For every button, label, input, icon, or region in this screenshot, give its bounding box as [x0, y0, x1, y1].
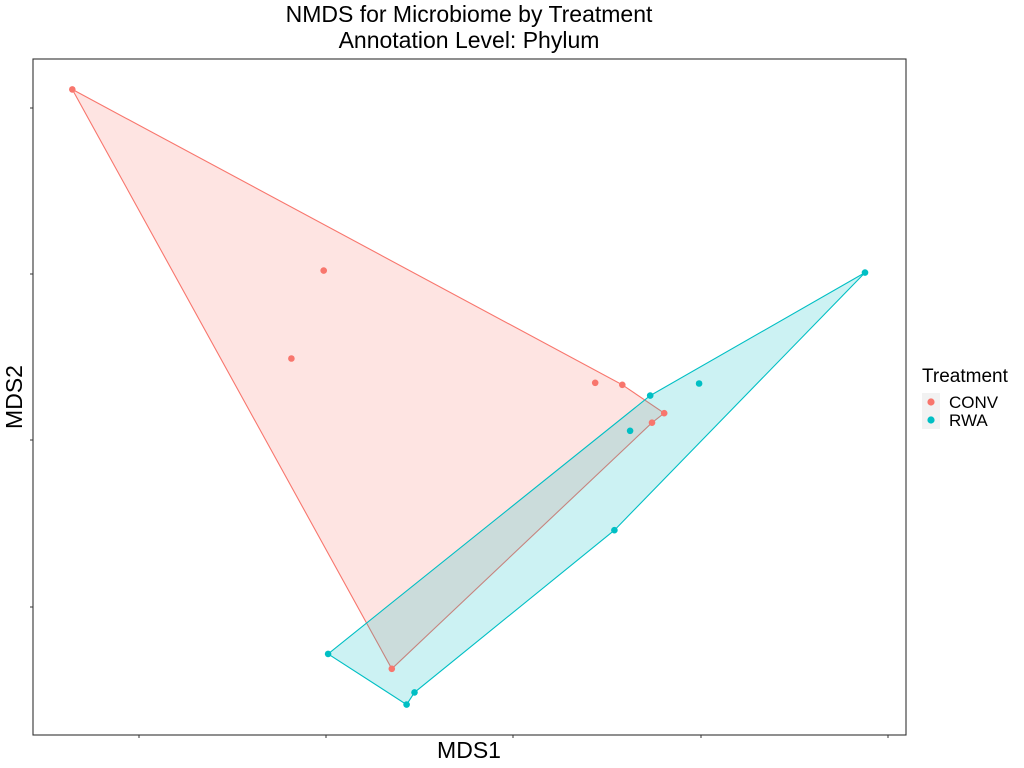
- point-conv-6: [660, 409, 668, 417]
- point-rwa-1: [861, 269, 869, 276]
- hull-layer: [70, 88, 866, 706]
- point-layer: [69, 86, 869, 708]
- point-rwa-3: [646, 392, 654, 399]
- chart-title: NMDS for Microbiome by Treatment: [286, 1, 653, 27]
- legend-key-conv: [927, 398, 935, 406]
- x-axis-title: MDS1: [437, 737, 501, 763]
- legend-title: Treatment: [922, 366, 1009, 387]
- point-conv-5: [619, 381, 626, 389]
- plot-panel-border: [32, 58, 907, 736]
- legend: Treatment CONV RWA: [922, 366, 1009, 430]
- y-axis-title: MDS2: [1, 365, 27, 429]
- point-conv-3: [288, 355, 295, 362]
- point-rwa-6: [324, 650, 332, 658]
- point-rwa-8: [403, 701, 410, 708]
- axis-ticks: [30, 107, 889, 738]
- point-rwa-5: [611, 526, 618, 534]
- legend-label-conv: CONV: [949, 393, 999, 412]
- chart-subtitle: Annotation Level: Phylum: [339, 27, 600, 53]
- point-rwa-7: [411, 689, 418, 696]
- point-rwa-2: [695, 380, 703, 387]
- point-conv-1: [69, 86, 76, 93]
- point-rwa-4: [626, 427, 634, 435]
- hull-conv: [70, 88, 666, 670]
- point-conv-4: [591, 379, 599, 387]
- legend-label-rwa: RWA: [949, 411, 988, 430]
- point-conv-2: [320, 267, 328, 274]
- legend-key-rwa: [927, 416, 935, 424]
- point-conv-8: [388, 665, 396, 673]
- point-conv-7: [648, 419, 656, 427]
